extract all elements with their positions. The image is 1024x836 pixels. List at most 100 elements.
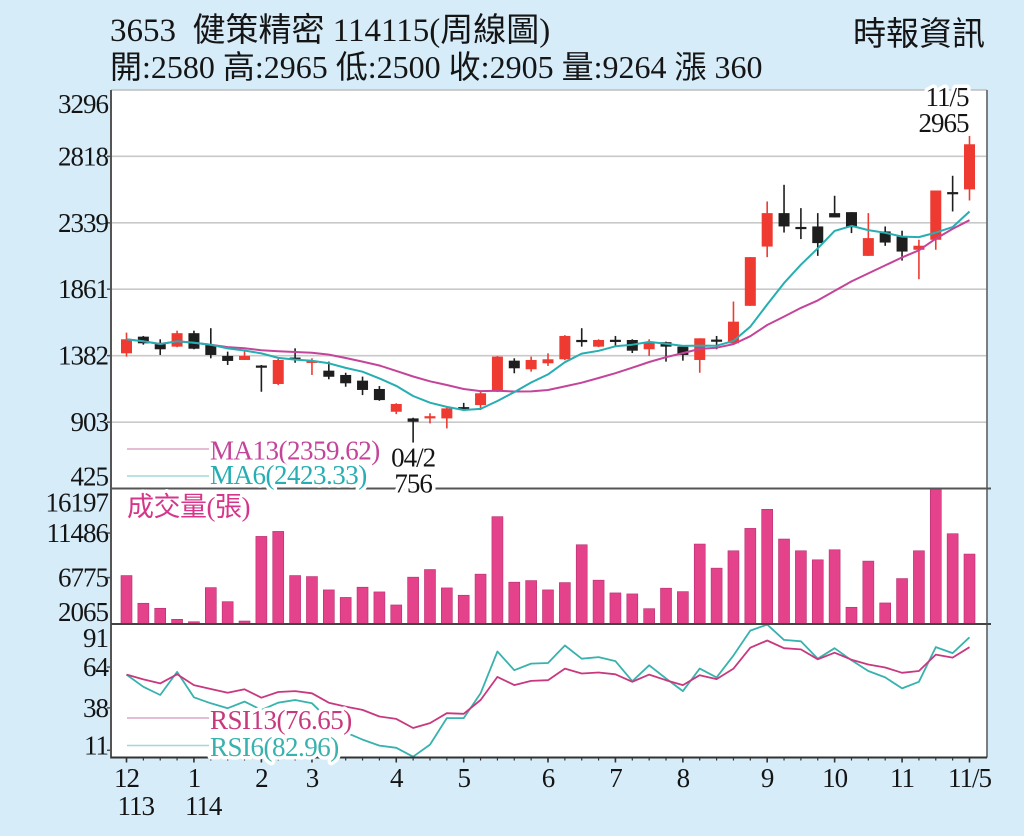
candlestick-down [255,364,267,392]
high-annotation: 11/5 [926,82,969,112]
month-label: 11/5 [948,763,991,793]
volume-bar [205,587,217,625]
volume-axis-label: 2065 [58,597,109,627]
candlestick-up [964,135,975,201]
price-axis-label: 1382 [58,341,109,371]
candlestick-down [879,226,891,246]
month-label: 6 [542,763,555,793]
volume-bar [761,509,773,625]
candlestick-down [373,386,385,401]
volume-axis-label: 11486 [47,518,109,548]
plot-background [111,90,987,758]
candlestick-up [559,335,571,361]
candle-body [879,231,891,243]
volume-bar [289,575,301,625]
candlestick-up [913,239,925,280]
ma6-line [126,210,971,411]
candle-body [862,238,874,256]
candlestick-up [121,332,132,357]
candle-body [795,226,807,230]
month-label: 9 [761,763,774,793]
rsi13-legend-label: RSI13(76.65) [210,705,352,735]
candle-body [711,339,723,342]
candle-body [357,380,369,390]
volume-bar [575,544,588,625]
price-axis-label: 2339 [58,208,109,238]
candlestick-up [441,406,453,429]
volume-axis-label: 16197 [46,488,109,518]
month-label: 3 [306,763,319,793]
candle-body [829,213,841,218]
candle-body [964,144,975,190]
volume-bar [845,606,858,625]
candle-body [491,356,503,392]
candle-body [407,418,419,422]
candlestick-up [744,257,756,306]
candle-body [913,245,925,250]
year-label: 114 [185,791,223,821]
month-label: 8 [677,763,690,793]
candlestick-down [357,376,369,396]
candlestick-down [845,212,857,234]
month-label: 10 [822,763,848,793]
volume-bar [424,569,436,625]
candle-body [323,370,335,377]
candlestick-down [778,184,790,233]
candlestick-up [475,391,487,411]
candle-body [930,190,942,240]
low-annotation: 04/2 [391,443,436,473]
candlestick-down [407,417,419,443]
candlestick-down [458,402,470,410]
volume-bar [525,580,537,625]
candle-body [239,355,251,360]
candlestick-up [525,356,537,372]
price-axis-label: 903 [71,407,109,437]
volume-bar [828,549,841,625]
volume-bar [626,593,639,625]
candle-body [947,192,959,195]
candlestick-up [727,301,739,344]
candlestick-up [239,350,251,360]
volume-bar [727,550,740,625]
price-axis-label: 2818 [58,141,109,171]
rsi-axis-label: 64 [83,652,110,682]
candlestick-down [205,328,217,359]
volume-bar [609,592,622,625]
month-label: 7 [609,763,622,793]
ohlc-summary: 開:2580 高:2965 低:2500 收:2905 量:9264 漲 360 [110,49,763,85]
legends: MA13(2359.62)MA6(2423.33)成交量(張) RSI13(76.… [124,432,384,766]
candlestick-down [947,175,959,212]
candlestick-down [340,372,352,387]
rsi6-line [125,623,971,758]
ma13-legend-label: MA13(2359.62) [210,436,380,466]
volume-bar [677,591,689,625]
rsi-axis-label: 91 [83,623,108,653]
candlestick-down [576,328,588,347]
high-annotation: 2965 [919,108,970,138]
volume-bar [542,589,554,625]
volume-bar [913,550,925,625]
candlestick-up [542,353,554,366]
candlestick-down [323,361,335,380]
candlestick-up [272,358,284,386]
ma13-line [126,219,970,393]
candle-body [137,336,149,344]
candlestick-up [171,330,183,348]
price-axis-label: 3296 [58,89,109,119]
candle-body [508,360,520,369]
volume-bar [339,597,352,625]
volume-bar [778,538,790,625]
volume-bar [120,575,133,625]
candlestick-up [862,213,874,256]
price-axis-label: 425 [71,462,109,492]
candle-body [727,321,739,344]
rsi-axis-label: 11 [84,731,108,761]
volume-bar [795,550,807,625]
rsi-panel [125,623,971,758]
volume-bar [643,608,655,625]
volume-bar [407,576,419,625]
volume-axis-label: 6775 [58,563,109,593]
volume-bar [154,607,167,625]
